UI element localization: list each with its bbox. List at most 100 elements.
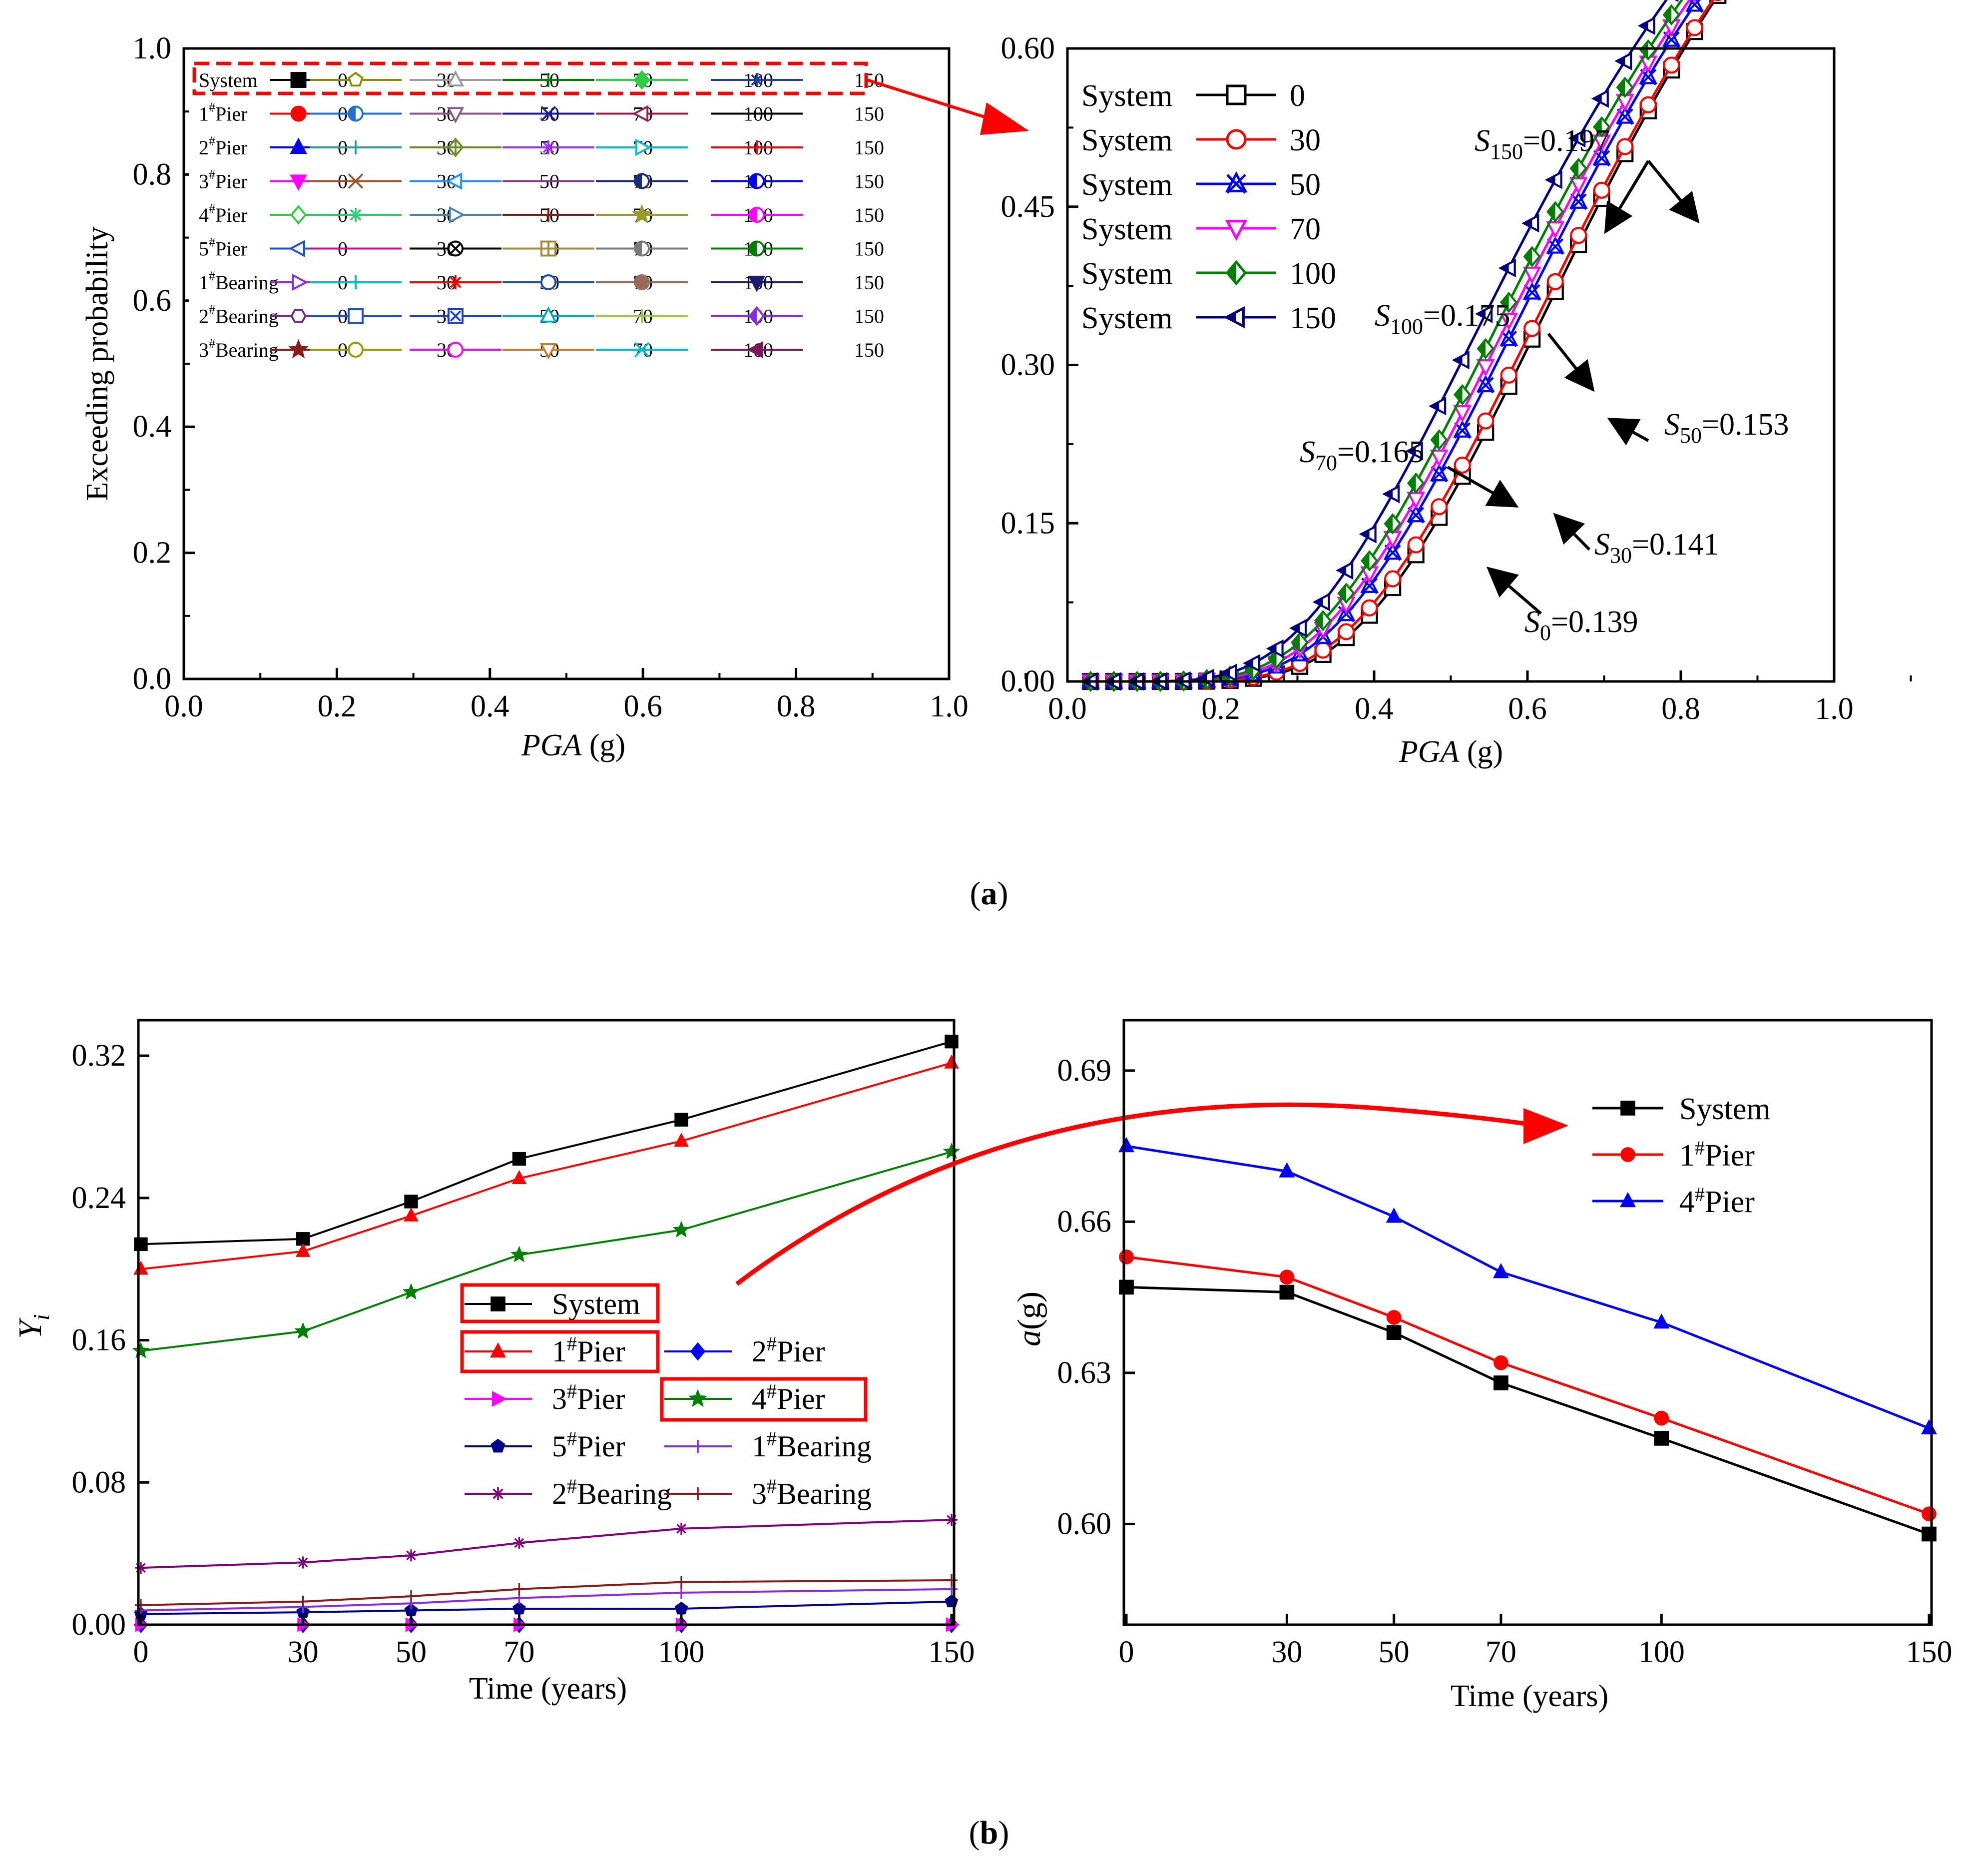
legend-marker-inner (541, 241, 555, 256)
legend-label-main: 4 (752, 1382, 767, 1415)
series-marker (1500, 366, 1517, 384)
series-line (1126, 1285, 1930, 1535)
series-marker-x (1454, 422, 1471, 439)
series-line (1067, 0, 1683, 683)
legend-num: 2 (199, 136, 209, 159)
legend-marker (288, 240, 305, 257)
legend-marker (492, 1487, 504, 1500)
legend-label-rest: Pier (1705, 1139, 1755, 1173)
legend-marker (1620, 1147, 1635, 1162)
legend-rest: Pier (215, 204, 247, 226)
chart-a-left-legend: System03050701001501#Pier03050701001502#… (189, 54, 884, 363)
legend-sup: # (209, 303, 215, 317)
series-marker (1314, 641, 1332, 659)
x-tick-label: 0.8 (1661, 692, 1700, 726)
series-marker (1493, 1375, 1508, 1390)
series-line (1067, 0, 1691, 683)
y-tick-label: 0.60 (1057, 1507, 1112, 1541)
legend-marker (1620, 1101, 1635, 1116)
x-tick-label: 1.0 (1815, 692, 1854, 726)
annotation-arrow (1547, 333, 1595, 392)
legend-component: System (199, 69, 258, 91)
legend-marker (691, 1487, 704, 1500)
legend-label-sup: # (567, 1332, 577, 1355)
legend-component: 2#Pier (199, 134, 247, 159)
legend-marker (748, 275, 766, 292)
panel-a-label: (a) (970, 875, 1008, 912)
y-tick-label: 0.00 (1001, 664, 1055, 698)
x-tick-label: 30 (288, 1635, 319, 1669)
legend-label: 3#Bearing (752, 1475, 872, 1510)
series-marker (132, 1341, 150, 1358)
legend-time: 150 (854, 103, 884, 125)
legend-marker-inner (450, 243, 462, 254)
series-marker-fill (1268, 645, 1277, 652)
legend-label: System (1081, 168, 1173, 202)
series-marker (1922, 1526, 1937, 1542)
panel-b-label: (b) (969, 1815, 1009, 1851)
series-marker (1118, 1137, 1135, 1153)
legend-marker-fill (349, 106, 356, 121)
annotation-s-sub: 100 (1390, 314, 1423, 339)
legend-marker (448, 342, 464, 358)
legend-label-rest: Pier (777, 1335, 825, 1368)
series-marker-fill (1198, 674, 1207, 682)
series-marker (675, 1576, 687, 1588)
x-tick-label: 1.0 (930, 689, 969, 723)
y-tick-label: 0.30 (1001, 348, 1055, 382)
legend-marker-x (1226, 174, 1246, 194)
series-marker-fill (1291, 625, 1300, 632)
series-marker (511, 1170, 527, 1185)
legend-marker (750, 73, 764, 87)
legend-marker (491, 1296, 505, 1311)
x-tick-label: 0.6 (623, 689, 662, 723)
legend-component: 3#Pier (199, 168, 247, 193)
series-marker (513, 1583, 525, 1595)
legend-time: 100 (1290, 257, 1336, 291)
series-marker (1386, 1325, 1402, 1340)
series-marker (946, 1574, 958, 1587)
panel-b-letter: b (980, 1815, 998, 1851)
x-tick-label: 0.8 (777, 689, 816, 723)
legend-label-main: 1 (552, 1335, 567, 1368)
series-marker (1709, 0, 1727, 4)
annotation-s-sub: 70 (1315, 451, 1337, 475)
series-marker (405, 1590, 417, 1603)
x-tick-label: 30 (1271, 1635, 1302, 1669)
series-marker-fill (1361, 531, 1370, 538)
series-marker (1653, 1313, 1670, 1329)
panel-a-letter: a (981, 875, 997, 912)
series-marker (945, 1594, 959, 1608)
chart-a-left-highlight-box (192, 61, 868, 95)
panel-a-zoom-arrowhead (980, 102, 1029, 135)
legend-label: System (1081, 123, 1173, 157)
legend-label-rest: Pier (577, 1335, 625, 1368)
series-marker-fill (1500, 264, 1509, 272)
series-marker (674, 1601, 688, 1615)
legend-marker (288, 339, 309, 359)
x-tick-label: 0.0 (164, 689, 203, 723)
y-tick-label: 0.66 (1057, 1205, 1112, 1239)
legend-label: 3#Pier (552, 1380, 625, 1415)
legend-sup: # (209, 269, 215, 283)
series-marker (134, 1237, 148, 1251)
annotation-arrow (1553, 513, 1591, 551)
legend-label: 5#Pier (552, 1427, 625, 1463)
legend-marker-fill (750, 174, 757, 188)
series-marker-fill (1571, 159, 1579, 178)
legend-marker (348, 342, 364, 358)
series-marker (404, 1195, 418, 1209)
series-marker (1119, 1279, 1134, 1295)
y-tick-label: 1.0 (133, 31, 172, 65)
legend-marker (290, 105, 307, 122)
legend-time: 150 (854, 204, 884, 226)
legend-highlight-system (460, 1283, 660, 1323)
x-tick-label: 70 (1485, 1635, 1516, 1669)
chart-b-right-frame (1122, 1019, 1933, 1626)
legend-marker (447, 107, 465, 124)
series-marker (1407, 536, 1425, 554)
chart-b-right-ticks: 0 30 50 70 100 150 0.60 0.63 0.66 0.69 (1057, 1054, 1953, 1669)
series-marker-fill (1501, 293, 1509, 312)
legend-label-sup: # (767, 1380, 777, 1402)
annotation-arrow (1604, 160, 1650, 234)
